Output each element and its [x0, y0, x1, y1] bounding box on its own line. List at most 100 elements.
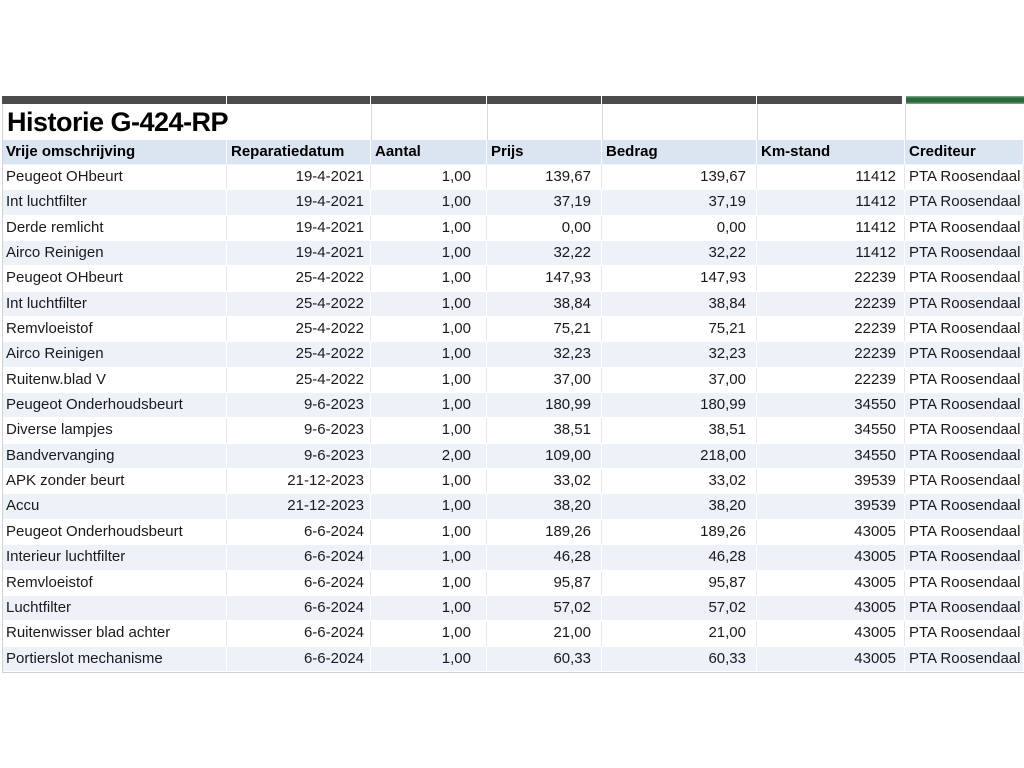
cell[interactable]: 1,00: [371, 393, 487, 419]
cell[interactable]: 95,87: [602, 570, 757, 596]
header-vrije-omschrijving[interactable]: Vrije omschrijving: [2, 140, 227, 165]
cell[interactable]: 1,00: [371, 646, 487, 672]
cell[interactable]: 6-6-2024: [227, 519, 371, 546]
cell[interactable]: 25-4-2022: [227, 266, 371, 292]
cell[interactable]: Luchtfilter: [2, 595, 227, 622]
cell[interactable]: 19-4-2021: [227, 165, 371, 191]
cell[interactable]: Peugeot OHbeurt: [2, 266, 227, 292]
cell[interactable]: 9-6-2023: [227, 393, 371, 419]
cell[interactable]: 147,93: [602, 266, 757, 292]
cell[interactable]: 21-12-2023: [227, 469, 371, 495]
cell[interactable]: Remvloeistof: [2, 570, 227, 596]
cell[interactable]: PTA Roosendaal: [905, 570, 1024, 596]
cell[interactable]: 43005: [757, 621, 905, 647]
header-crediteur[interactable]: Crediteur: [905, 140, 1024, 165]
cell[interactable]: 38,84: [602, 291, 757, 318]
cell[interactable]: 1,00: [371, 367, 487, 394]
cell[interactable]: 32,23: [602, 342, 757, 368]
cell[interactable]: 180,99: [602, 393, 757, 419]
cell[interactable]: 2,00: [371, 443, 487, 470]
cell[interactable]: PTA Roosendaal: [905, 545, 1024, 571]
cell[interactable]: Diverse lampjes: [2, 418, 227, 444]
header-km-stand[interactable]: Km-stand: [757, 140, 905, 165]
cell[interactable]: 34550: [757, 443, 905, 470]
cell[interactable]: 39539: [757, 494, 905, 520]
cell[interactable]: 1,00: [371, 266, 487, 292]
cell[interactable]: 38,84: [487, 291, 602, 318]
cell[interactable]: 60,33: [602, 646, 757, 672]
cell[interactable]: 21,00: [602, 621, 757, 647]
cell[interactable]: Peugeot Onderhoudsbeurt: [2, 519, 227, 546]
cell[interactable]: PTA Roosendaal: [905, 443, 1024, 470]
cell[interactable]: 34550: [757, 393, 905, 419]
cell[interactable]: 1,00: [371, 342, 487, 368]
cell[interactable]: 38,51: [602, 418, 757, 444]
cell[interactable]: 33,02: [602, 469, 757, 495]
cell[interactable]: 43005: [757, 545, 905, 571]
cell[interactable]: Ruitenwisser blad achter: [2, 621, 227, 647]
cell[interactable]: PTA Roosendaal: [905, 418, 1024, 444]
cell[interactable]: 32,22: [487, 241, 602, 267]
cell[interactable]: Bandvervanging: [2, 443, 227, 470]
cell[interactable]: 22239: [757, 291, 905, 318]
cell[interactable]: 1,00: [371, 241, 487, 267]
cell[interactable]: 6-6-2024: [227, 570, 371, 596]
cell[interactable]: Interieur luchtfilter: [2, 545, 227, 571]
cell[interactable]: 57,02: [602, 595, 757, 622]
cell[interactable]: 6-6-2024: [227, 621, 371, 647]
cell[interactable]: 1,00: [371, 570, 487, 596]
cell[interactable]: 37,19: [602, 190, 757, 216]
cell[interactable]: 1,00: [371, 595, 487, 622]
cell[interactable]: 0,00: [602, 215, 757, 242]
cell[interactable]: PTA Roosendaal: [905, 393, 1024, 419]
cell[interactable]: 180,99: [487, 393, 602, 419]
cell[interactable]: PTA Roosendaal: [905, 241, 1024, 267]
cell[interactable]: Portierslot mechanisme: [2, 646, 227, 672]
cell[interactable]: 34550: [757, 418, 905, 444]
header-bedrag[interactable]: Bedrag: [602, 140, 757, 165]
cell[interactable]: 46,28: [487, 545, 602, 571]
cell[interactable]: 11412: [757, 190, 905, 216]
cell[interactable]: Peugeot Onderhoudsbeurt: [2, 393, 227, 419]
cell[interactable]: 147,93: [487, 266, 602, 292]
cell[interactable]: 22239: [757, 266, 905, 292]
cell[interactable]: 37,19: [487, 190, 602, 216]
cell[interactable]: PTA Roosendaal: [905, 317, 1024, 343]
cell[interactable]: 21-12-2023: [227, 494, 371, 520]
cell[interactable]: 25-4-2022: [227, 342, 371, 368]
cell[interactable]: 1,00: [371, 165, 487, 191]
cell[interactable]: PTA Roosendaal: [905, 266, 1024, 292]
cell[interactable]: 22239: [757, 317, 905, 343]
cell[interactable]: 1,00: [371, 291, 487, 318]
cell[interactable]: 57,02: [487, 595, 602, 622]
cell[interactable]: 189,26: [602, 519, 757, 546]
cell[interactable]: PTA Roosendaal: [905, 190, 1024, 216]
cell[interactable]: 11412: [757, 215, 905, 242]
cell[interactable]: PTA Roosendaal: [905, 621, 1024, 647]
cell[interactable]: 6-6-2024: [227, 595, 371, 622]
header-prijs[interactable]: Prijs: [487, 140, 602, 165]
cell[interactable]: 21,00: [487, 621, 602, 647]
cell[interactable]: 6-6-2024: [227, 646, 371, 672]
cell[interactable]: 139,67: [602, 165, 757, 191]
cell[interactable]: 43005: [757, 519, 905, 546]
cell[interactable]: 25-4-2022: [227, 367, 371, 394]
cell[interactable]: PTA Roosendaal: [905, 367, 1024, 394]
cell[interactable]: 1,00: [371, 519, 487, 546]
cell[interactable]: PTA Roosendaal: [905, 215, 1024, 242]
cell[interactable]: 189,26: [487, 519, 602, 546]
cell[interactable]: PTA Roosendaal: [905, 165, 1024, 191]
cell[interactable]: Int luchtfilter: [2, 291, 227, 318]
cell[interactable]: 95,87: [487, 570, 602, 596]
cell[interactable]: 22239: [757, 367, 905, 394]
cell[interactable]: 1,00: [371, 494, 487, 520]
cell[interactable]: Airco Reinigen: [2, 241, 227, 267]
cell[interactable]: 109,00: [487, 443, 602, 470]
cell[interactable]: 38,20: [602, 494, 757, 520]
cell[interactable]: 37,00: [602, 367, 757, 394]
cell[interactable]: 19-4-2021: [227, 241, 371, 267]
cell[interactable]: 1,00: [371, 469, 487, 495]
cell[interactable]: 25-4-2022: [227, 291, 371, 318]
cell[interactable]: 43005: [757, 595, 905, 622]
cell[interactable]: PTA Roosendaal: [905, 342, 1024, 368]
